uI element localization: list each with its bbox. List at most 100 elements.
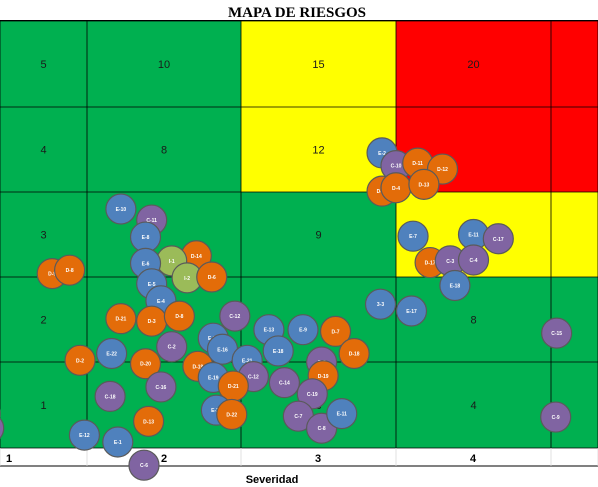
risk-point-label: C-2 bbox=[168, 345, 176, 351]
risk-point: C-18 bbox=[94, 380, 126, 412]
risk-point-label: C-19 bbox=[307, 392, 318, 398]
matrix-cell bbox=[551, 107, 598, 192]
risk-point-label: D-22 bbox=[226, 412, 237, 418]
risk-point-marker bbox=[397, 220, 429, 252]
risk-point-label: E-6 bbox=[142, 261, 150, 267]
risk-point-marker bbox=[64, 344, 96, 376]
matrix-cell bbox=[551, 21, 598, 107]
risk-point-label: D-8 bbox=[175, 314, 183, 320]
risk-point: C-19 bbox=[296, 378, 328, 410]
risk-point: E-12 bbox=[68, 419, 100, 451]
matrix-cell bbox=[396, 362, 551, 448]
risk-point-label: D-13 bbox=[418, 182, 429, 188]
risk-point-marker bbox=[364, 288, 397, 320]
matrix-cell bbox=[551, 192, 598, 277]
cell-score-label: 4 bbox=[40, 145, 46, 157]
risk-point: E-7 bbox=[397, 220, 429, 252]
risk-point-label: E-18 bbox=[450, 284, 461, 290]
risk-point-label: D-21 bbox=[115, 317, 126, 323]
risk-point: E-11 bbox=[326, 398, 358, 430]
risk-point: D-7 bbox=[319, 315, 352, 347]
risk-point: 3-3 bbox=[364, 288, 397, 320]
risk-point-marker bbox=[96, 337, 128, 370]
risk-point: D-4 bbox=[380, 172, 412, 204]
risk-point: E-18 bbox=[439, 269, 471, 302]
risk-point-marker bbox=[540, 401, 572, 433]
risk-point-label: C-3 bbox=[446, 259, 454, 265]
risk-point: C-12 bbox=[219, 300, 251, 332]
risk-point-marker bbox=[262, 335, 294, 367]
risk-point: C-17 bbox=[482, 223, 514, 255]
risk-point: E-8 bbox=[129, 221, 162, 253]
risk-point-label: D-21 bbox=[228, 384, 239, 390]
risk-point-marker bbox=[94, 380, 126, 412]
matrix-cell bbox=[87, 21, 241, 107]
risk-point-label: D-18 bbox=[349, 352, 360, 358]
risk-point-marker bbox=[128, 449, 160, 481]
risk-point: D-3 bbox=[136, 305, 168, 337]
risk-point-label: D-9 bbox=[48, 272, 56, 278]
risk-points: E-2D-14C-10D-11D-12D-4D-13E-10C-11E-8D-1… bbox=[0, 137, 573, 481]
risk-point-label: D-6 bbox=[208, 275, 216, 281]
risk-point: D-13 bbox=[408, 168, 440, 200]
risk-point-label: D-7 bbox=[332, 329, 340, 335]
risk-point-label: C-6 bbox=[140, 463, 148, 469]
risk-point-marker bbox=[439, 269, 471, 302]
risk-point-label: E-13 bbox=[264, 328, 275, 334]
risk-point-label: E-10 bbox=[116, 207, 127, 213]
risk-point: E-18 bbox=[262, 335, 294, 367]
risk-point-label: D-8 bbox=[66, 268, 74, 274]
risk-point: E-22 bbox=[96, 337, 128, 370]
matrix-cell bbox=[241, 192, 396, 277]
risk-point-label: C-16 bbox=[155, 385, 166, 391]
risk-point-label: I-2 bbox=[184, 276, 190, 282]
risk-point-marker bbox=[395, 295, 428, 327]
risk-point-label: C-8 bbox=[318, 426, 326, 432]
risk-point-marker bbox=[219, 300, 251, 332]
risk-point-marker bbox=[133, 405, 165, 437]
risk-point-label: D-17 bbox=[425, 261, 436, 267]
cell-score-label: 8 bbox=[161, 145, 167, 157]
risk-point: D-13 bbox=[133, 405, 165, 437]
risk-point-marker bbox=[102, 426, 134, 458]
risk-point-label: C-12 bbox=[229, 314, 240, 320]
risk-point-label: C-7 bbox=[294, 414, 302, 420]
risk-point-label: C-12 bbox=[248, 375, 259, 381]
risk-point-label: C-4 bbox=[469, 258, 477, 264]
x-tick-label: 1 bbox=[6, 453, 12, 465]
risk-point-label: E-22 bbox=[106, 352, 117, 358]
cell-score-label: 5 bbox=[40, 59, 46, 71]
risk-point-label: E-17 bbox=[406, 309, 417, 315]
risk-point-label: 3-3 bbox=[377, 302, 384, 308]
matrix-cell bbox=[87, 107, 241, 192]
cell-score-label: 9 bbox=[315, 230, 321, 242]
risk-point-marker bbox=[145, 371, 177, 403]
cell-score-label: 4 bbox=[470, 400, 476, 412]
matrix-cell bbox=[396, 21, 551, 107]
risk-point: E-17 bbox=[395, 295, 428, 327]
risk-point: D-20 bbox=[129, 348, 162, 380]
risk-point-marker bbox=[338, 337, 370, 370]
risk-point: C-16 bbox=[145, 371, 177, 403]
risk-point-label: E-19 bbox=[208, 375, 219, 381]
x-axis-ticks: 1 2 3 4 bbox=[6, 453, 477, 465]
risk-point: D-6 bbox=[196, 261, 228, 293]
risk-point-marker bbox=[68, 419, 100, 451]
risk-point-label: C-15 bbox=[551, 331, 562, 337]
risk-point-marker bbox=[163, 300, 195, 332]
risk-point-label: D-20 bbox=[140, 362, 151, 368]
matrix-cell bbox=[0, 107, 87, 192]
risk-point-label: E-18 bbox=[273, 349, 284, 355]
risk-point-label: C-14 bbox=[279, 381, 290, 387]
risk-point-label: E-2 bbox=[378, 151, 386, 157]
risk-point-marker bbox=[105, 193, 137, 225]
risk-point-marker bbox=[53, 254, 86, 286]
cell-score-label: 2 bbox=[40, 315, 46, 327]
risk-point-label: D-12 bbox=[437, 167, 448, 173]
risk-point-marker bbox=[482, 223, 514, 255]
risk-point-marker bbox=[156, 331, 188, 363]
risk-point-marker bbox=[0, 417, 5, 439]
risk-point-label: D-13 bbox=[143, 419, 154, 425]
risk-point-label: C-10 bbox=[391, 164, 402, 170]
